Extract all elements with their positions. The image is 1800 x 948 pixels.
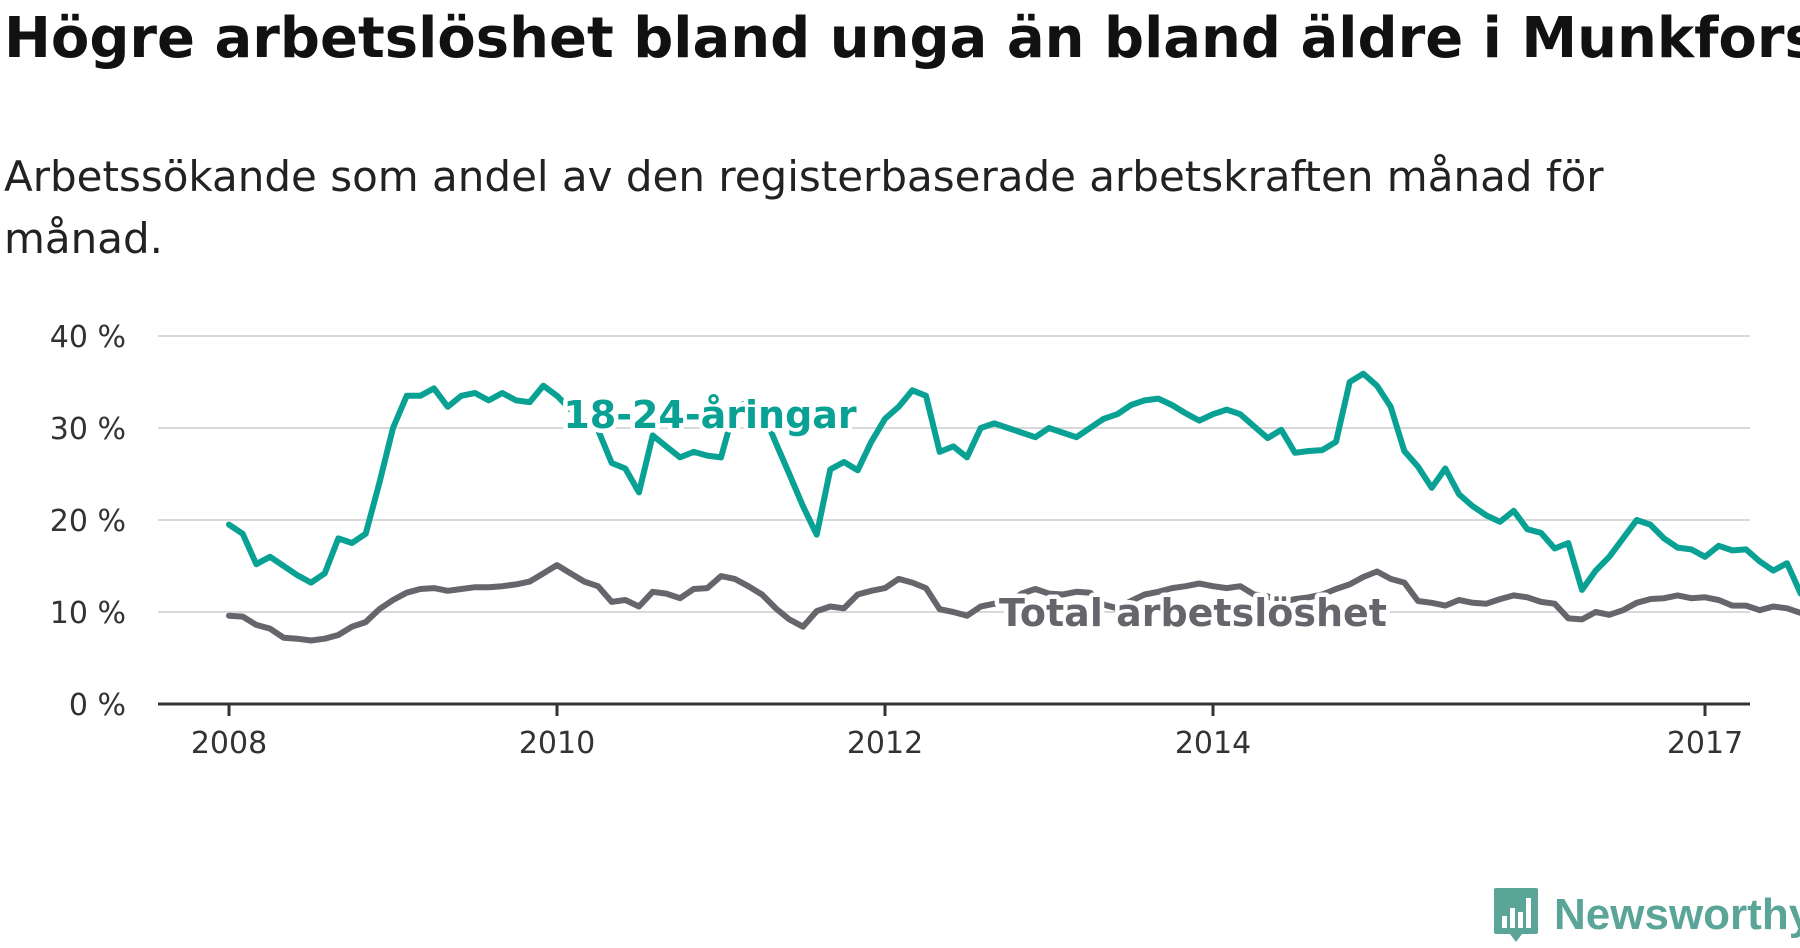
total-series-label: Total arbetslöshet — [999, 591, 1387, 635]
youth-unemployment-line — [226, 370, 1800, 597]
y-tick-label: 0 % — [69, 688, 126, 723]
x-tick-label: 2012 — [847, 726, 923, 761]
chart-title: Högre arbetslöshet bland unga än bland ä… — [4, 6, 1800, 71]
y-axis: 0 % 10 % 20 % 30 % 40 % — [50, 320, 126, 723]
x-tick-label: 2017 — [1667, 726, 1743, 761]
brand-name: Newsworthy — [1554, 890, 1800, 939]
y-tick-label: 20 % — [50, 504, 126, 539]
series-lines — [226, 370, 1800, 644]
bar-chart-icon — [1494, 888, 1538, 942]
y-tick-label: 10 % — [50, 596, 126, 631]
y-tick-label: 40 % — [50, 320, 126, 355]
x-tick-label: 2014 — [1175, 726, 1251, 761]
y-tick-label: 30 % — [50, 412, 126, 447]
total-unemployment-line — [226, 562, 1800, 644]
youth-series-label: 18-24-åringar — [563, 393, 857, 437]
x-tick-label: 2008 — [191, 726, 267, 761]
gridlines — [158, 335, 1750, 706]
chart-subtitle: Arbetssökande som andel av den registerb… — [4, 152, 1604, 263]
x-axis: 200820102012201420172019202120232025 — [191, 704, 1743, 761]
series-labels: 18-24-åringar Total arbetslöshet — [559, 389, 1392, 640]
newsworthy-logo: Newsworthy — [1492, 886, 1800, 944]
x-tick-label: 2010 — [519, 726, 595, 761]
